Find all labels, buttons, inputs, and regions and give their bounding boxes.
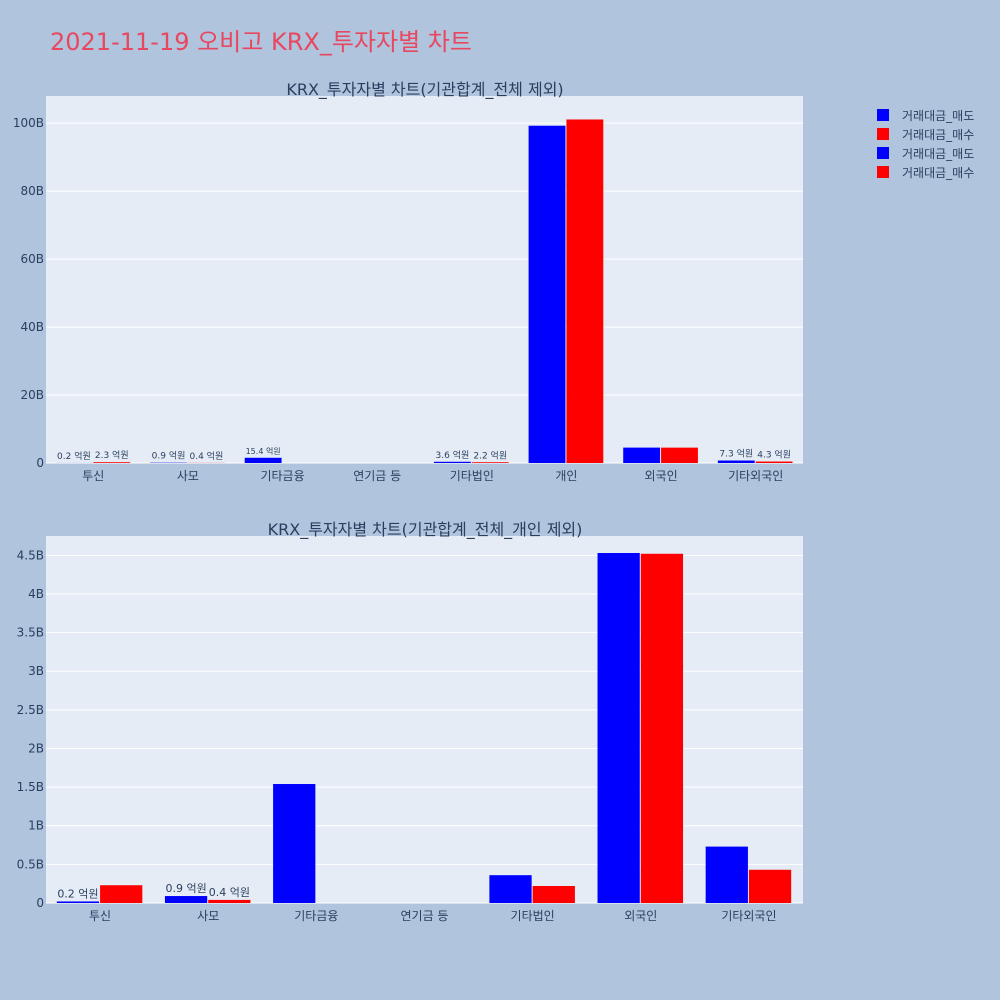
legend-swatch[interactable] [877, 166, 889, 178]
data-label: 0.2 억원 [57, 887, 98, 900]
chart-top: KRX_투자자별 차트(기관합계_전체 제외) 0 20B 40B 60B 80B 100… [13, 80, 803, 483]
bar-sell[interactable] [273, 784, 316, 903]
bar-buy[interactable] [93, 462, 131, 463]
x-tick-label: 외국인 [645, 469, 678, 483]
bar-sell[interactable] [717, 460, 755, 463]
x-tick-label: 사모 [197, 909, 219, 923]
bar-sell[interactable] [489, 875, 532, 903]
data-label: 0.9 억원 [152, 450, 186, 462]
data-label: 2.3 억원 [95, 449, 129, 461]
x-tick-label: 외국인 [624, 909, 657, 923]
x-tick-label: 기타외국인 [728, 469, 783, 483]
legend-swatch[interactable] [877, 128, 889, 140]
x-tick-label: 사모 [177, 469, 199, 483]
bar-buy[interactable] [100, 885, 143, 903]
x-tick-label: 기타법인 [450, 469, 494, 483]
y-tick-label: 2.5B [17, 703, 44, 717]
y-tick-label: 3B [28, 664, 44, 678]
y-tick-label: 20B [20, 388, 44, 402]
x-tick-label: 기타외국인 [721, 909, 776, 923]
y-tick-label: 60B [20, 252, 44, 266]
x-tick-label: 연기금 등 [401, 909, 449, 923]
y-tick-label: 0 [36, 896, 44, 910]
y-tick-label: 1B [28, 819, 44, 833]
bar-buy[interactable] [755, 461, 793, 463]
y-tick-label: 1.5B [17, 780, 44, 794]
legend-label[interactable]: 거래대금_매수 [902, 166, 974, 180]
data-label: 0.2 억원 [57, 450, 91, 462]
bar-buy[interactable] [640, 553, 684, 903]
data-label: 15.4 억원 [246, 446, 281, 456]
bar-buy[interactable] [471, 462, 509, 463]
y-tick-label: 0.5B [17, 857, 44, 871]
legend-label[interactable]: 거래대금_매도 [902, 147, 974, 161]
bar-sell[interactable] [244, 457, 282, 463]
x-tick-label: 기타금융 [260, 469, 304, 483]
y-tick-label: 0 [36, 456, 44, 470]
data-label: 4.3 억원 [757, 449, 791, 461]
x-tick-label: 투신 [82, 469, 104, 483]
bar-buy[interactable] [748, 869, 792, 903]
y-tick-label: 80B [20, 184, 44, 198]
plot-area [46, 96, 803, 463]
legend-label[interactable]: 거래대금_매수 [902, 128, 974, 142]
bar-sell[interactable] [164, 896, 208, 903]
data-label: 0.4 억원 [209, 886, 250, 899]
page-title: 2021-11-19 오비고 KRX_투자자별 차트 [50, 28, 472, 56]
x-tick-label: 기타법인 [511, 909, 555, 923]
plot-area [46, 536, 803, 903]
bar-sell[interactable] [56, 901, 100, 903]
x-tick-label: 연기금 등 [353, 469, 401, 483]
bar-buy[interactable] [661, 447, 698, 463]
bar-buy[interactable] [208, 899, 251, 903]
legend-label[interactable]: 거래대금_매도 [902, 109, 974, 123]
legend-swatch[interactable] [877, 147, 889, 159]
bar-buy[interactable] [566, 119, 604, 463]
x-tick-label: 투신 [89, 909, 111, 923]
data-label: 0.9 억원 [165, 882, 206, 895]
chart-title-bottom: KRX_투자자별 차트(기관합계_전체_개인 제외) [268, 520, 583, 540]
x-tick-label: 기타금융 [294, 909, 338, 923]
y-tick-label: 40B [20, 320, 44, 334]
data-label: 3.6 억원 [436, 449, 470, 461]
x-tick-label: 개인 [555, 469, 577, 483]
y-tick-label: 4B [28, 587, 44, 601]
legend-swatch[interactable] [877, 109, 889, 121]
chart-bottom: KRX_투자자별 차트(기관합계_전체_개인 제외) 0 0.5B 1B 1.5B 2B… [17, 520, 803, 923]
data-label: 0.4 억원 [189, 450, 223, 462]
chart-title-top: KRX_투자자별 차트(기관합계_전체 제외) [286, 80, 563, 100]
data-label: 2.2 억원 [473, 449, 507, 461]
y-tick-label: 3.5B [17, 626, 44, 640]
bar-sell[interactable] [623, 447, 661, 463]
bar-sell[interactable] [705, 846, 748, 903]
bar-sell[interactable] [433, 461, 471, 463]
y-tick-label: 4.5B [17, 548, 44, 562]
y-tick-label: 2B [28, 741, 44, 755]
bar-sell[interactable] [597, 552, 640, 903]
bar-sell[interactable] [528, 125, 566, 463]
bar-buy[interactable] [532, 886, 575, 903]
y-tick-label: 100B [13, 116, 44, 130]
data-label: 7.3 억원 [719, 448, 753, 460]
